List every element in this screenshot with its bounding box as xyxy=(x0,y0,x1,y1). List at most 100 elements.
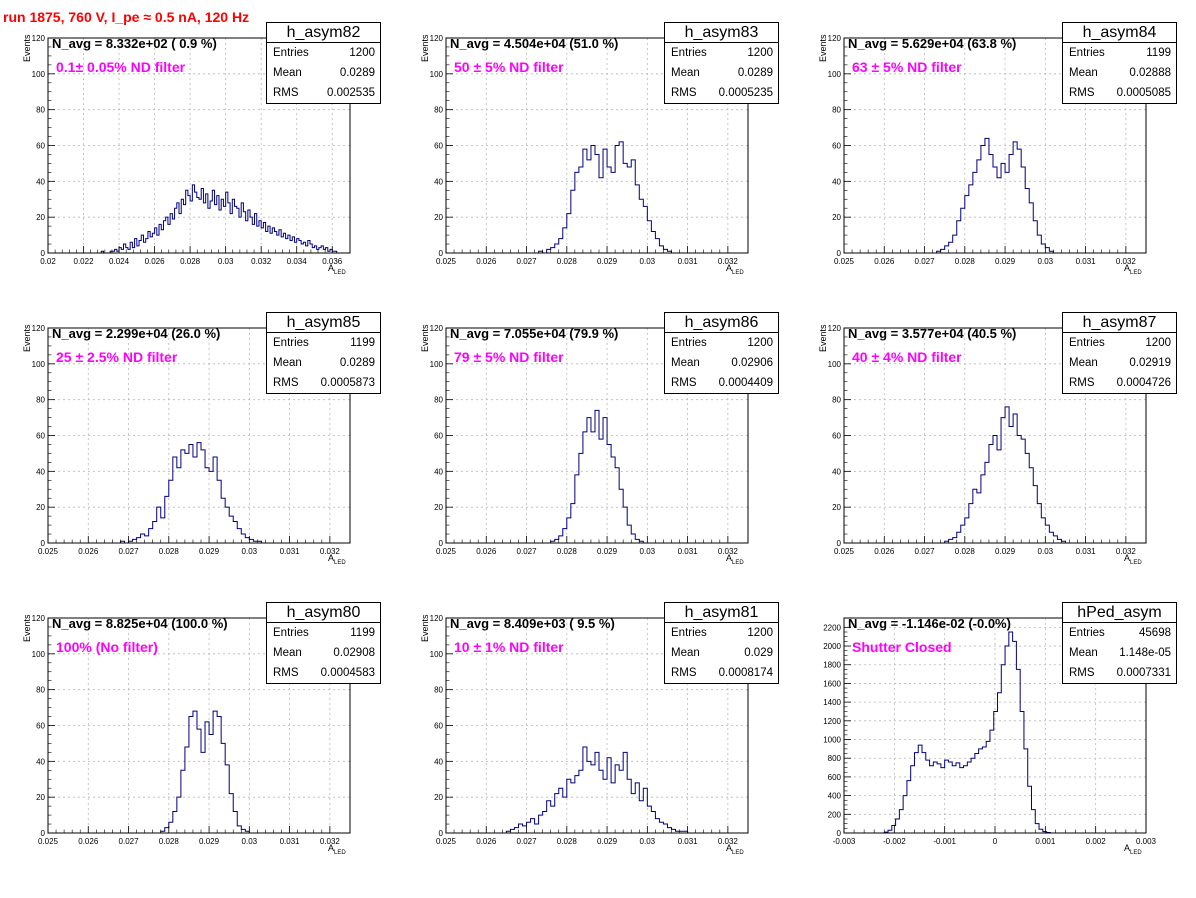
stats-row-entries: Entries 1200 xyxy=(665,623,778,643)
x-axis-label: ALED xyxy=(1124,263,1142,276)
x-tick-label: -0.001 xyxy=(933,837,956,846)
x-tick-label: -0.003 xyxy=(833,837,856,846)
x-tick-label: 0.029 xyxy=(199,837,220,846)
y-tick-label: 0 xyxy=(41,829,46,838)
x-tick-label: 0.032 xyxy=(718,547,739,556)
x-tick-label: 0.025 xyxy=(834,547,855,556)
x-tick-label: 0.032 xyxy=(251,257,272,266)
filter-label: 0.1± 0.05% ND filter xyxy=(56,59,186,75)
stats-label: Mean xyxy=(273,67,302,79)
stats-title: h_asym87 xyxy=(1063,313,1176,333)
histogram-panel-h_asym84: 0.025 0.026 0.027 0.028 0.029 0.03 0.031 0.032 0… xyxy=(796,22,1194,318)
stats-row-entries: Entries 1199 xyxy=(1063,43,1176,63)
filter-label: 10 ± 1% ND filter xyxy=(454,639,564,655)
x-tick-label: 0.025 xyxy=(436,257,457,266)
y-tick-label: 0 xyxy=(837,249,842,258)
y-tick-label: 60 xyxy=(434,722,443,731)
x-axis-label: ALED xyxy=(726,553,744,566)
stats-label: Mean xyxy=(1069,357,1098,369)
y-tick-label: 120 xyxy=(32,614,46,623)
y-tick-label: 100 xyxy=(828,70,842,79)
y-tick-label: 60 xyxy=(36,142,45,151)
stats-label: Entries xyxy=(671,47,707,59)
x-axis-label-sub: LED xyxy=(1130,269,1142,276)
x-tick-label: 0.031 xyxy=(678,547,699,556)
stats-label: Entries xyxy=(1069,47,1105,59)
stats-row-rms: RMS 0.0005085 xyxy=(1063,83,1176,103)
histogram-plot: -0.003 -0.002 -0.001 0 0.001 0.002 0.003 0 200 40… xyxy=(823,617,1157,846)
x-tick-label: 0.031 xyxy=(678,257,699,266)
stats-row-rms: RMS 0.002535 xyxy=(267,83,380,103)
y-tick-label: 0 xyxy=(439,249,444,258)
x-tick-label: 0.025 xyxy=(436,837,457,846)
stats-value: 0.0004583 xyxy=(320,667,375,679)
x-tick-label: 0.025 xyxy=(436,547,457,556)
x-axis-label-main: A xyxy=(726,553,733,563)
y-tick-label: 20 xyxy=(434,793,443,802)
y-tick-label: 80 xyxy=(434,106,443,115)
x-axis-label-main: A xyxy=(726,263,733,273)
stats-label: RMS xyxy=(671,667,697,679)
x-tick-label: 0.029 xyxy=(597,257,618,266)
stats-value: 0.0004726 xyxy=(1116,377,1171,389)
x-axis-label-sub: LED xyxy=(334,849,346,856)
stats-title: h_asym80 xyxy=(267,603,380,623)
x-tick-label: 0.029 xyxy=(995,547,1016,556)
x-tick-label: 0.03 xyxy=(1038,257,1054,266)
y-tick-label: 1600 xyxy=(823,679,841,688)
stats-value: 0.029 xyxy=(744,647,773,659)
x-tick-label: 0.029 xyxy=(995,257,1016,266)
y-tick-label: 80 xyxy=(36,686,45,695)
stats-row-mean: Mean 0.029 xyxy=(665,643,778,663)
y-tick-label: 100 xyxy=(32,360,46,369)
x-tick-label: 0.032 xyxy=(718,257,739,266)
y-axis-label: Events xyxy=(818,324,828,352)
y-tick-label: 40 xyxy=(36,467,45,476)
stats-box: h_asym87 Entries 1200 Mean 0.02919 RMS 0.00047… xyxy=(1062,312,1177,394)
x-tick-label: 0.027 xyxy=(119,837,140,846)
y-tick-label: 60 xyxy=(36,432,45,441)
x-tick-label: 0.001 xyxy=(1035,837,1056,846)
y-tick-label: 80 xyxy=(434,686,443,695)
x-tick-label: 0.031 xyxy=(1076,257,1097,266)
y-tick-label: 120 xyxy=(828,34,842,43)
histogram-panel-h_asym85: 0.025 0.026 0.027 0.028 0.029 0.03 0.031 0.032 0… xyxy=(0,312,398,608)
x-tick-label: 0.026 xyxy=(874,547,895,556)
n-avg-label: N_avg = 3.577e+04 (40.5 %) xyxy=(848,326,1017,341)
stats-label: RMS xyxy=(671,377,697,389)
x-tick-label: 0.028 xyxy=(557,547,578,556)
x-tick-label: 0.022 xyxy=(74,257,95,266)
y-tick-label: 120 xyxy=(828,324,842,333)
stats-value: 0.02906 xyxy=(731,357,773,369)
x-axis-label-sub: LED xyxy=(732,559,744,566)
y-tick-label: 0 xyxy=(837,829,842,838)
x-tick-label: 0.027 xyxy=(915,547,936,556)
x-axis-label-main: A xyxy=(328,263,335,273)
stats-row-mean: Mean 0.02919 xyxy=(1063,353,1176,373)
y-tick-label: 80 xyxy=(36,106,45,115)
stats-box: h_asym82 Entries 1200 Mean 0.0289 RMS 0.002535 xyxy=(266,22,381,104)
y-tick-label: 40 xyxy=(434,177,443,186)
x-tick-label: 0.032 xyxy=(1116,257,1137,266)
x-tick-label: 0.028 xyxy=(159,837,180,846)
x-tick-label: 0.03 xyxy=(640,257,656,266)
stats-value: 0.02908 xyxy=(333,647,375,659)
stats-label: RMS xyxy=(1069,377,1095,389)
stats-label: Entries xyxy=(273,47,309,59)
stats-row-mean: Mean 0.02888 xyxy=(1063,63,1176,83)
stats-label: Mean xyxy=(671,67,700,79)
stats-box: h_asym80 Entries 1199 Mean 0.02908 RMS 0.00045… xyxy=(266,602,381,684)
stats-value: 1200 xyxy=(747,337,773,349)
stats-row-mean: Mean 0.02906 xyxy=(665,353,778,373)
n-avg-label: N_avg = 4.504e+04 (51.0 %) xyxy=(450,36,619,51)
histogram-series-h_asym85 xyxy=(119,442,290,544)
y-tick-label: 1200 xyxy=(823,717,841,726)
x-tick-label: 0.03 xyxy=(640,837,656,846)
y-tick-label: 600 xyxy=(828,773,842,782)
x-tick-label: 0.028 xyxy=(159,547,180,556)
y-tick-label: 100 xyxy=(32,70,46,79)
y-tick-label: 800 xyxy=(828,754,842,763)
y-tick-label: 20 xyxy=(36,213,45,222)
y-tick-label: 60 xyxy=(832,142,841,151)
x-tick-label: 0.031 xyxy=(1076,547,1097,556)
